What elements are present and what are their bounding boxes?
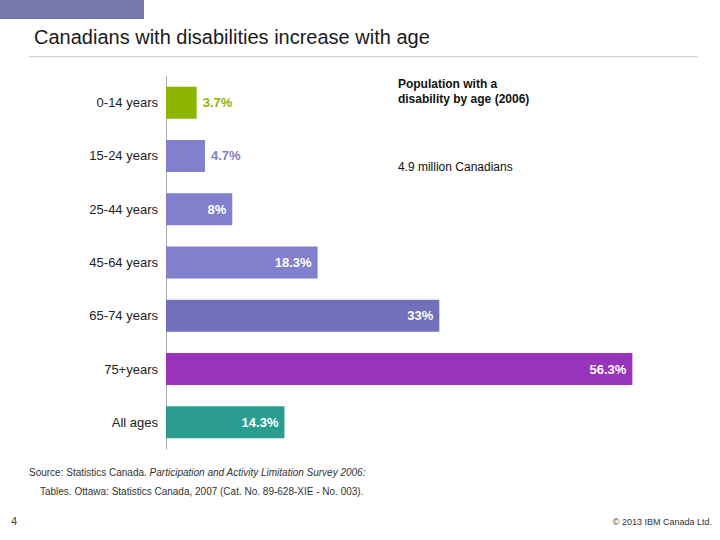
svg-text:65-74 years: 65-74 years [89,308,158,323]
svg-text:15-24 years: 15-24 years [89,148,158,163]
svg-text:3.7%: 3.7% [203,95,233,110]
svg-text:© 2013 IBM Canada Ltd.: © 2013 IBM Canada Ltd. [613,517,712,527]
svg-text:All ages: All ages [112,415,159,430]
svg-text:56.3%: 56.3% [589,362,626,377]
svg-text:33%: 33% [407,308,433,323]
svg-text:4.9 million Canadians: 4.9 million Canadians [398,160,513,174]
svg-text:Participation and Activity Lim: Participation and Activity Limitation Su… [150,467,366,478]
svg-text:0-14 years: 0-14 years [97,95,159,110]
svg-text:75+years: 75+years [104,362,158,377]
svg-text:Tables. Ottawa: Statistics Can: Tables. Ottawa: Statistics Canada, 2007 … [29,486,363,497]
svg-text:Population with a: Population with a [398,77,498,91]
svg-text:4.7%: 4.7% [211,148,241,163]
svg-text:14.3%: 14.3% [242,415,279,430]
svg-text:Source: Statistics Canada.: Source: Statistics Canada. [29,467,150,478]
svg-text:18.3%: 18.3% [275,255,312,270]
svg-text:25-44 years: 25-44 years [89,202,158,217]
svg-text:disability by age (2006): disability by age (2006) [398,92,529,106]
svg-text:8%: 8% [207,202,226,217]
svg-text:45-64 years: 45-64 years [89,255,158,270]
svg-text:4: 4 [11,515,17,527]
svg-text:Canadians with disabilities in: Canadians with disabilities increase wit… [34,26,430,48]
